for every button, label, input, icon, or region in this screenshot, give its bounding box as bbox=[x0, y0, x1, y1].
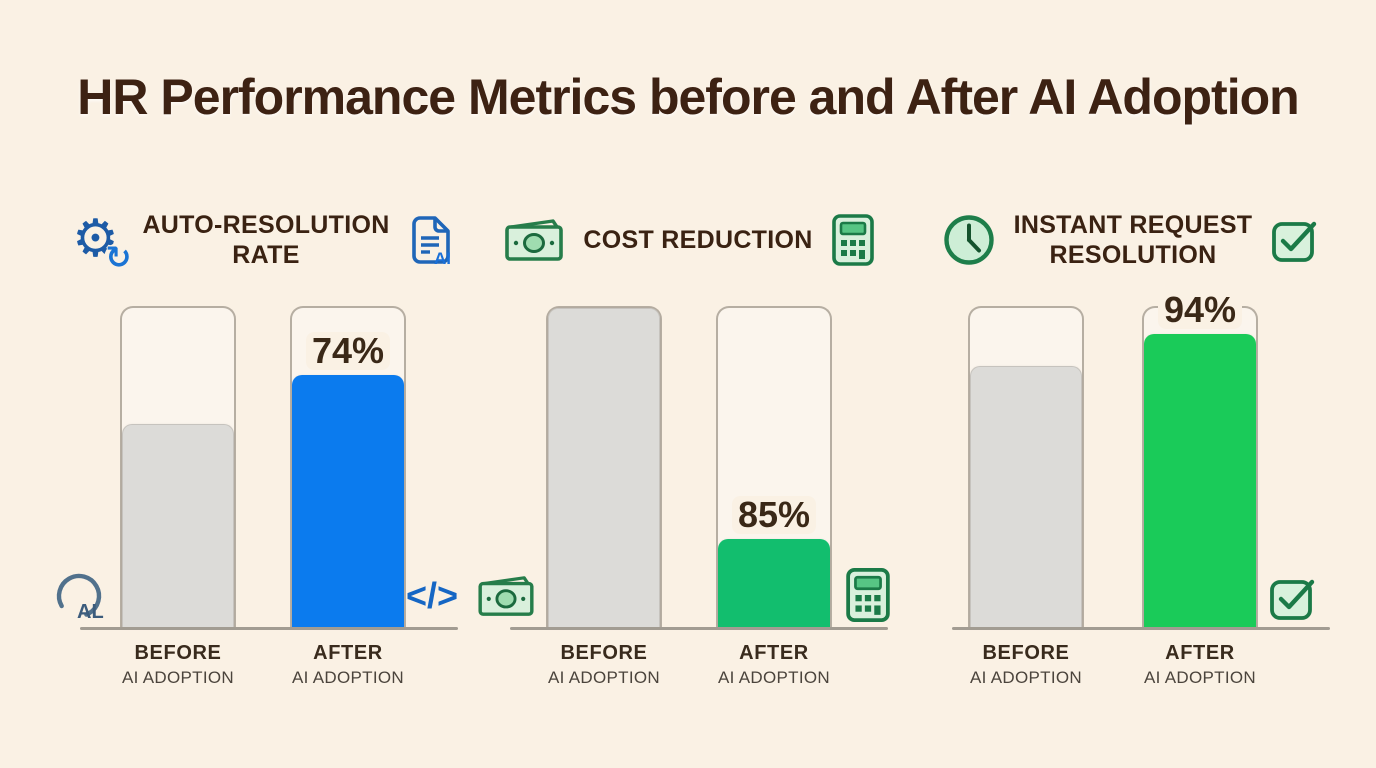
group-header-auto-resolution: ⚙ ↻ AUTO-RESOLUTION RATE AI bbox=[58, 202, 462, 278]
gear-refresh-icon: ⚙ ↻ bbox=[66, 210, 133, 274]
axis-label-line2: AI ADOPTION bbox=[122, 668, 234, 687]
bar-value-label: 94% bbox=[1157, 290, 1243, 329]
axis-label-line2: AI ADOPTION bbox=[548, 668, 660, 687]
axis-baseline bbox=[952, 627, 1330, 630]
axis-label-line1: AFTER bbox=[313, 642, 383, 664]
axis-label-after: AFTER AI ADOPTION bbox=[263, 642, 433, 688]
axis-label-line2: AI ADOPTION bbox=[970, 668, 1082, 687]
axis-label-before: BEFORE AI ADOPTION bbox=[941, 642, 1111, 688]
bar-auto-resolution-before bbox=[120, 306, 236, 629]
refresh-arrow-icon: ↻ bbox=[104, 240, 133, 276]
bar-instant-request-after: 94% bbox=[1142, 290, 1258, 629]
group-title-auto-resolution: AUTO-RESOLUTION RATE bbox=[142, 210, 389, 270]
axis-label-line2: AI ADOPTION bbox=[718, 668, 830, 687]
clock-icon bbox=[943, 215, 994, 265]
axis-label-line2: AI ADOPTION bbox=[292, 668, 404, 687]
axis-label-after: AFTER AI ADOPTION bbox=[689, 642, 859, 688]
checkbox-check-icon bbox=[1272, 221, 1317, 262]
group-title-line2: RATE bbox=[232, 241, 300, 269]
axis-label-line1: BEFORE bbox=[560, 642, 648, 664]
bar-fill-before bbox=[122, 423, 234, 629]
bar-fill-after bbox=[718, 539, 830, 629]
bar-auto-resolution-after: 74% bbox=[290, 306, 406, 629]
page-title: HR Performance Metrics before and After … bbox=[77, 69, 1299, 125]
svg-text:AI: AI bbox=[434, 249, 451, 266]
axis-label-line1: BEFORE bbox=[982, 642, 1070, 664]
group-title-cost-reduction: COST REDUCTION bbox=[583, 225, 812, 255]
money-banknote-icon bbox=[505, 219, 564, 261]
calculator-icon bbox=[846, 568, 890, 622]
group-header-instant-request: INSTANT REQUEST RESOLUTION bbox=[918, 202, 1342, 278]
code-tag-icon: </> bbox=[406, 575, 459, 616]
axis-label-line1: BEFORE bbox=[134, 642, 222, 664]
group-header-cost-reduction: COST REDUCTION bbox=[476, 202, 902, 278]
svg-text:AL: AL bbox=[77, 601, 104, 623]
axis-label-before: BEFORE AI ADOPTION bbox=[93, 642, 263, 688]
bar-fill-before bbox=[970, 365, 1082, 629]
group-title-instant-request: INSTANT REQUEST RESOLUTION bbox=[1014, 210, 1253, 270]
bar-instant-request-before bbox=[968, 306, 1084, 629]
group-title-line1: COST REDUCTION bbox=[583, 226, 813, 254]
bar-fill-after bbox=[292, 375, 404, 629]
bar-value-label: 74% bbox=[305, 332, 391, 371]
axis-label-after: AFTER AI ADOPTION bbox=[1115, 642, 1285, 688]
checkbox-check-icon bbox=[1270, 579, 1315, 620]
bar-cost-reduction-before bbox=[546, 306, 662, 629]
calculator-icon bbox=[831, 214, 874, 266]
al-spinner-icon: AL bbox=[56, 573, 104, 623]
axis-label-before: BEFORE AI ADOPTION bbox=[519, 642, 689, 688]
group-title-line2: RESOLUTION bbox=[1049, 241, 1217, 269]
bar-fill-after bbox=[1144, 333, 1256, 629]
bar-value-label: 85% bbox=[731, 496, 817, 535]
money-banknote-icon bbox=[478, 576, 534, 616]
axis-label-line2: AI ADOPTION bbox=[1144, 668, 1256, 687]
group-title-line1: AUTO-RESOLUTION bbox=[142, 211, 390, 239]
axis-label-line1: AFTER bbox=[1165, 642, 1235, 664]
axis-label-line1: AFTER bbox=[739, 642, 809, 664]
group-title-line1: INSTANT REQUEST bbox=[1013, 211, 1253, 239]
bar-cost-reduction-after: 85% bbox=[716, 306, 832, 629]
bar-fill-before bbox=[548, 308, 660, 629]
ai-document-icon: AI bbox=[411, 216, 451, 266]
axis-baseline bbox=[80, 627, 458, 630]
axis-baseline bbox=[510, 627, 888, 630]
